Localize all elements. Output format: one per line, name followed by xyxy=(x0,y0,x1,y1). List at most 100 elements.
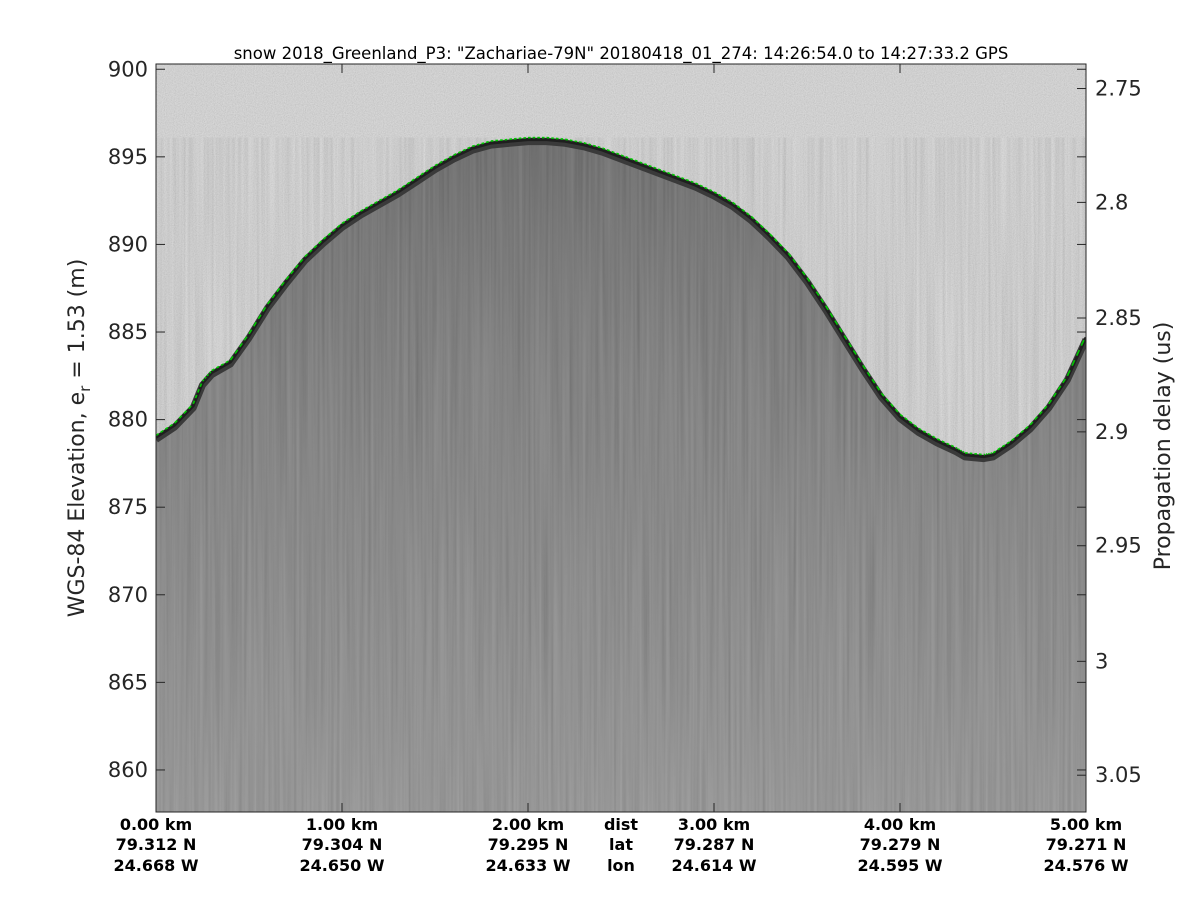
layer-pick xyxy=(657,168,662,171)
layer-pick xyxy=(476,143,480,146)
layer-pick xyxy=(439,160,443,164)
layer-pick xyxy=(913,424,917,428)
layer-pick xyxy=(443,158,448,162)
layer-pick xyxy=(378,198,383,202)
x-tick-lon: 24.633 W xyxy=(486,856,571,875)
layer-pick xyxy=(890,403,894,408)
layer-pick xyxy=(662,170,666,173)
left-tick-label: 870 xyxy=(108,583,148,607)
layer-pick xyxy=(285,275,290,281)
x-tick-lon: 24.595 W xyxy=(858,856,943,875)
x-tick-lon: 24.576 W xyxy=(1044,856,1129,875)
layer-pick xyxy=(271,294,276,299)
layer-pick xyxy=(225,360,229,364)
layer-pick xyxy=(741,208,745,212)
layer-pick xyxy=(681,177,685,180)
x-tick-lat: 79.287 N xyxy=(674,835,755,854)
layer-pick xyxy=(918,427,922,431)
layer-pick xyxy=(304,253,308,258)
layer-pick xyxy=(894,408,899,413)
x-tick-dist: 4.00 km xyxy=(864,815,936,834)
layer-pick xyxy=(685,178,689,182)
layer-pick xyxy=(188,405,192,410)
layer-pick xyxy=(960,449,963,452)
plot-frame xyxy=(155,63,1087,813)
layer-pick xyxy=(294,264,299,269)
x-tick-dist: 3.00 km xyxy=(678,815,750,834)
layer-pick xyxy=(178,415,183,419)
layer-pick xyxy=(397,187,401,191)
layer-pick xyxy=(1057,385,1062,391)
layer-pick xyxy=(434,163,438,167)
layer-pick xyxy=(676,175,680,178)
x-row-label-lon: lon xyxy=(607,856,635,875)
layer-pick xyxy=(583,142,587,145)
layer-pick xyxy=(908,420,913,424)
layer-pick xyxy=(374,201,378,204)
layer-pick xyxy=(234,349,239,354)
layer-pick xyxy=(429,166,434,170)
layer-pick xyxy=(616,152,620,156)
layer-pick xyxy=(1066,369,1071,377)
layer-pick xyxy=(801,271,806,276)
layer-pick xyxy=(1015,433,1020,438)
x-tick-dist: 2.00 km xyxy=(492,815,564,834)
layer-pick xyxy=(411,178,415,182)
layer-pick xyxy=(194,394,198,399)
layer-pick xyxy=(778,243,783,247)
left-tick-label: 885 xyxy=(108,320,148,344)
right-axis: 2.75 2.8 2.85 2.9 2.95 3 3.05 xyxy=(1077,77,1142,787)
layer-pick xyxy=(941,440,945,444)
right-tick-label: 2.8 xyxy=(1095,190,1128,214)
layer-pick xyxy=(922,430,927,434)
layer-pick xyxy=(229,355,234,361)
layer-pick xyxy=(206,373,210,377)
chart-title: snow 2018_Greenland_P3: "Zachariae-79N" … xyxy=(234,44,1009,64)
layer-pick xyxy=(709,188,713,192)
x-tick-lon: 24.668 W xyxy=(114,856,199,875)
layer-pick xyxy=(341,221,346,225)
layer-pick xyxy=(248,329,253,335)
layer-pick xyxy=(383,195,387,199)
layer-pick xyxy=(1071,359,1076,367)
layer-pick xyxy=(415,175,420,179)
x-tick-lon: 24.614 W xyxy=(672,856,757,875)
layer-pick xyxy=(197,388,200,393)
layer-pick xyxy=(1075,349,1081,357)
layer-pick xyxy=(899,413,904,417)
layer-pick xyxy=(611,150,615,154)
layer-pick xyxy=(327,232,332,236)
layer-pick xyxy=(1001,444,1006,448)
layer-pick xyxy=(806,277,811,283)
x-tick-dist: 5.00 km xyxy=(1050,815,1122,834)
layer-pick xyxy=(201,379,205,382)
layer-pick xyxy=(369,203,373,207)
layer-pick xyxy=(569,139,573,142)
layer-pick xyxy=(462,148,466,152)
layer-pick xyxy=(588,143,592,146)
layer-pick xyxy=(769,233,773,238)
layer-pick xyxy=(199,383,203,388)
layer-pick xyxy=(885,398,890,403)
layer-pick xyxy=(360,208,364,212)
right-tick-label: 2.85 xyxy=(1095,306,1142,330)
x-tick-dist: 1.00 km xyxy=(306,815,378,834)
layer-pick xyxy=(946,442,950,446)
layer-pick xyxy=(471,144,476,148)
layer-pick xyxy=(787,252,792,258)
layer-pick xyxy=(313,244,318,249)
layer-pick xyxy=(216,365,220,369)
layer-pick xyxy=(174,419,178,424)
layer-pick xyxy=(727,199,731,202)
layer-pick xyxy=(332,228,336,232)
layer-pick xyxy=(904,417,908,421)
layer-pick xyxy=(713,191,717,195)
layer-pick xyxy=(1052,392,1057,398)
x-tick-dist: 0.00 km xyxy=(120,815,192,834)
layer-pick xyxy=(862,364,867,370)
left-axis: 860 865 870 875 880 885 890 895 900 xyxy=(108,57,1086,782)
layer-pick xyxy=(932,435,936,439)
x-row-label-lat: lat xyxy=(609,835,633,854)
layer-pick xyxy=(1062,378,1066,384)
x-tick-lat: 79.304 N xyxy=(302,835,383,854)
